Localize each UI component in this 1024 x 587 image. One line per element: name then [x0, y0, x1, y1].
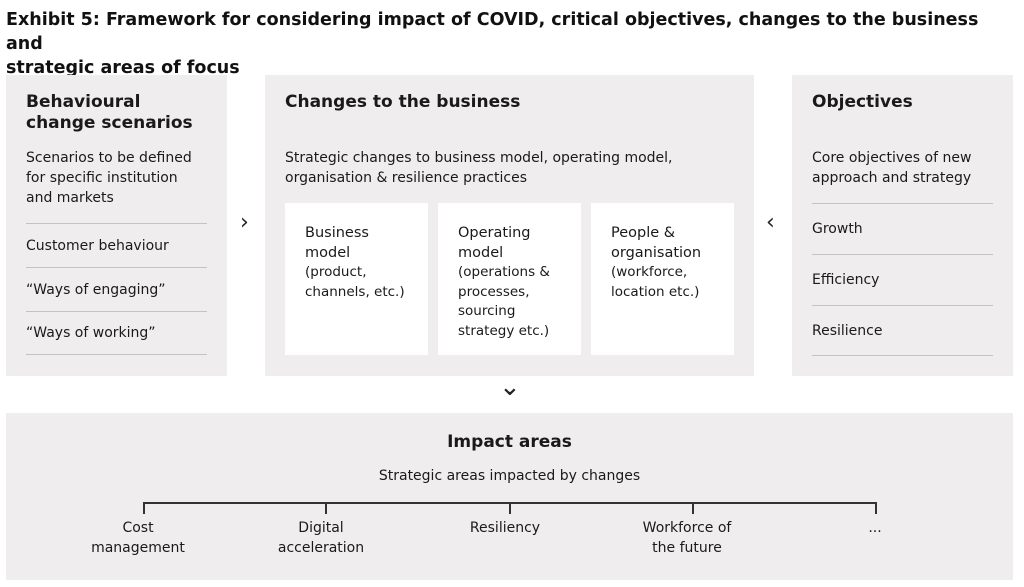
behavioural-change-description: Scenarios to be defined for specific ins… — [26, 148, 192, 208]
heading-line: Behavioural — [26, 92, 141, 112]
card-desc-line: channels, etc.) — [305, 283, 405, 300]
list-item: Growth — [812, 203, 993, 254]
impact-areas-heading: Impact areas — [447, 432, 572, 452]
card-business-model: Business model (product, channels, etc.) — [285, 203, 428, 355]
card-title-line: model — [458, 245, 504, 261]
impact-area-more: ... — [795, 518, 955, 538]
description-line: Core objectives of new — [812, 150, 972, 166]
impact-areas-description: Strategic areas impacted by changes — [378, 468, 641, 484]
description-line: organisation & resilience practices — [285, 170, 527, 186]
list-item: “Ways of engaging” — [26, 267, 207, 311]
card-desc-line: (workforce, — [611, 264, 688, 280]
impact-area-resiliency: Resiliency — [425, 518, 585, 538]
impact-area-line: Resiliency — [469, 520, 541, 536]
chevron-left-icon: ‹ — [766, 210, 775, 235]
card-desc-line: processes, — [458, 283, 530, 300]
chevron-down-icon: ⌄ — [499, 372, 521, 402]
behavioural-change-heading: Behavioural change scenarios — [26, 92, 193, 134]
list-item: Customer behaviour — [26, 223, 207, 267]
impact-areas-panel: Impact areas Strategic areas impacted by… — [6, 413, 1013, 580]
description-line: for specific institution — [26, 170, 178, 186]
description-line: Scenarios to be defined — [26, 150, 192, 166]
exhibit-title-line1: Exhibit 5: Framework for considering imp… — [6, 10, 979, 54]
card-title-line: model — [305, 245, 351, 261]
behaviour-list: Customer behaviour “Ways of engaging” “W… — [26, 223, 207, 355]
list-item: Resilience — [812, 305, 993, 356]
card-title-line: People & — [611, 225, 676, 241]
impact-timeline — [143, 502, 877, 514]
timeline-tick — [509, 502, 511, 514]
list-item: “Ways of working” — [26, 311, 207, 355]
heading-line: change scenarios — [26, 113, 193, 133]
changes-to-business-panel: Changes to the business Strategic change… — [265, 75, 754, 376]
timeline-tick — [143, 502, 145, 514]
description-line: approach and strategy — [812, 170, 972, 186]
description-line: Strategic changes to business model, ope… — [285, 150, 673, 166]
card-people-organisation: People & organisation (workforce, locati… — [591, 203, 734, 355]
behavioural-change-panel: Behavioural change scenarios Scenarios t… — [6, 75, 227, 376]
card-desc-line: location etc.) — [611, 283, 700, 300]
timeline-tick — [325, 502, 327, 514]
timeline-tick — [692, 502, 694, 514]
objectives-heading: Objectives — [812, 92, 913, 112]
card-title-line: Operating — [458, 225, 531, 241]
impact-area-line: Cost — [122, 520, 154, 536]
chevron-right-icon: › — [240, 210, 249, 235]
card-operating-model: Operating model (operations & processes,… — [438, 203, 581, 355]
card-title-line: organisation — [611, 245, 702, 261]
impact-area-line: Digital — [298, 520, 344, 536]
impact-area-line: acceleration — [277, 540, 365, 556]
impact-area-line: the future — [652, 540, 722, 556]
card-desc-line: sourcing — [458, 303, 516, 319]
card-desc-line: (product, — [305, 264, 367, 280]
card-desc-line: (operations & — [458, 264, 550, 280]
exhibit-title: Exhibit 5: Framework for considering imp… — [6, 8, 1006, 80]
card-title-line: Business — [305, 225, 369, 241]
impact-area-digital-acceleration: Digital acceleration — [241, 518, 401, 558]
impact-area-workforce: Workforce of the future — [607, 518, 767, 558]
timeline-tick — [875, 502, 877, 514]
impact-area-line: Workforce of — [642, 520, 732, 536]
list-item: Efficiency — [812, 254, 993, 305]
card-desc-line: strategy etc.) — [458, 322, 550, 339]
objectives-panel: Objectives Core objectives of new approa… — [792, 75, 1013, 376]
impact-area-line: ... — [868, 520, 882, 536]
objectives-list: Growth Efficiency Resilience — [812, 203, 993, 356]
description-line: and markets — [26, 190, 114, 206]
impact-area-cost-management: Cost management — [58, 518, 218, 558]
exhibit-title-line2: strategic areas of focus — [6, 58, 240, 78]
impact-area-line: management — [91, 540, 185, 556]
changes-description: Strategic changes to business model, ope… — [285, 148, 673, 188]
objectives-description: Core objectives of new approach and stra… — [812, 148, 971, 188]
changes-heading: Changes to the business — [285, 92, 521, 112]
